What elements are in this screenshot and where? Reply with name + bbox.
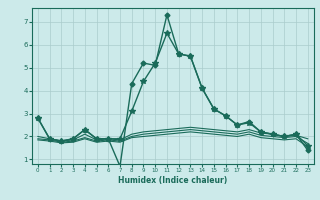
- X-axis label: Humidex (Indice chaleur): Humidex (Indice chaleur): [118, 176, 228, 185]
